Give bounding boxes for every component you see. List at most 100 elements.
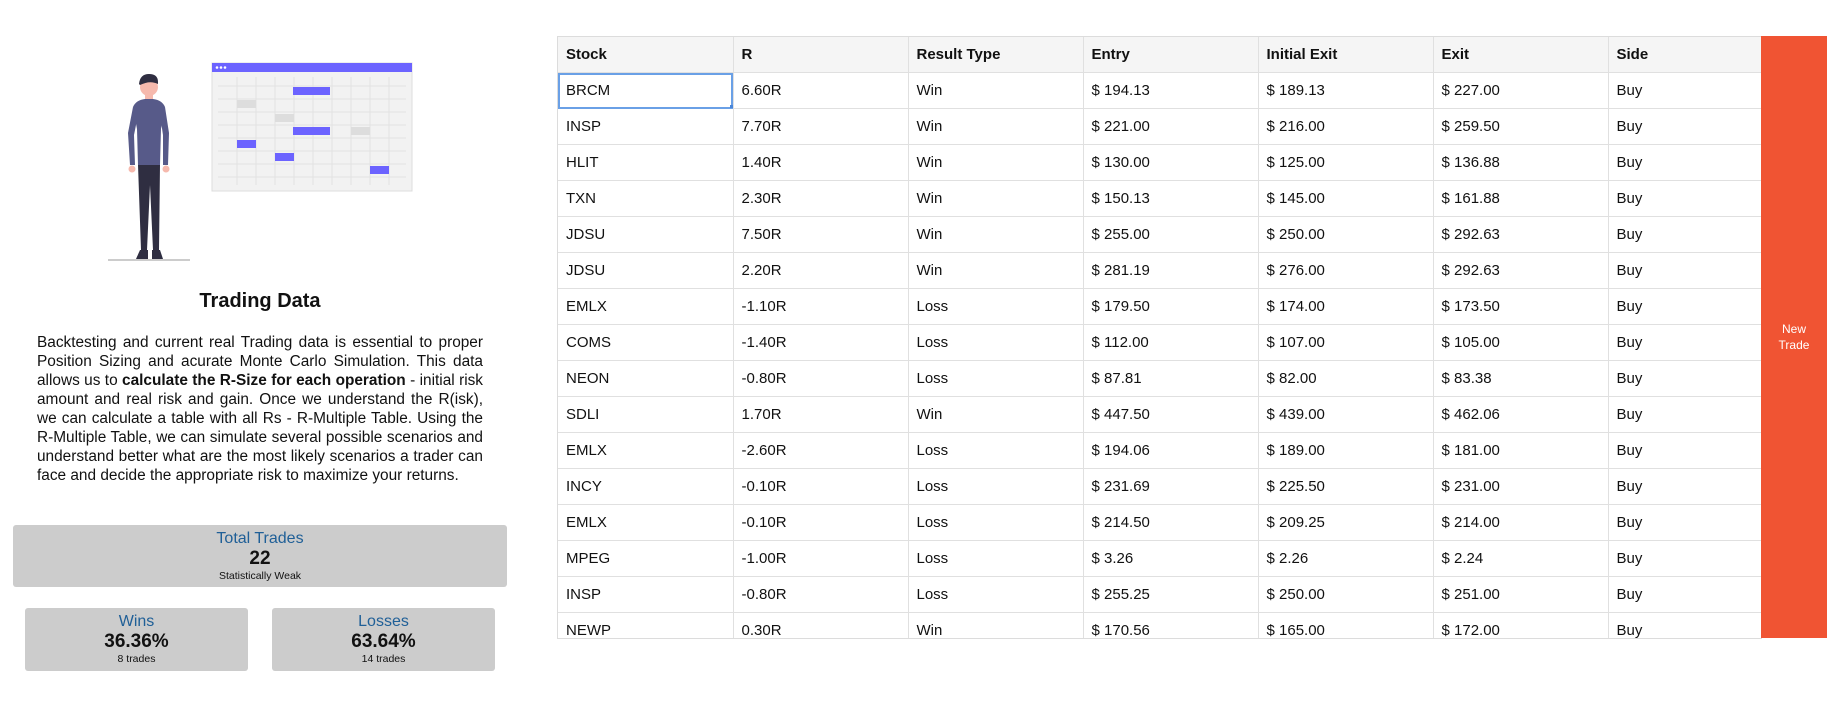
cell-exit[interactable]: $ 292.63 xyxy=(1433,216,1609,253)
cell-exit[interactable]: $ 462.06 xyxy=(1433,396,1609,433)
cell-entry[interactable]: $ 170.56 xyxy=(1083,612,1259,638)
cell-exit[interactable]: $ 227.00 xyxy=(1433,72,1609,109)
table-row[interactable]: MPEG -1.00R Loss $ 3.26 $ 2.26 $ 2.24 Buy xyxy=(558,540,1761,577)
cell-stock[interactable]: NEON xyxy=(558,360,734,397)
cell-exit[interactable]: $ 173.50 xyxy=(1433,288,1609,325)
cell-r[interactable]: 1.70R xyxy=(733,396,909,433)
column-header-result-type[interactable]: Result Type xyxy=(908,37,1084,73)
cell-entry[interactable]: $ 255.25 xyxy=(1083,576,1259,613)
cell-initial-exit[interactable]: $ 250.00 xyxy=(1258,216,1434,253)
cell-r[interactable]: 1.40R xyxy=(733,144,909,181)
cell-r[interactable]: -0.80R xyxy=(733,360,909,397)
cell-initial-exit[interactable]: $ 189.00 xyxy=(1258,432,1434,469)
cell-stock[interactable]: TXN xyxy=(558,180,734,217)
cell-result-type[interactable]: Win xyxy=(908,252,1084,289)
cell-initial-exit[interactable]: $ 145.00 xyxy=(1258,180,1434,217)
cell-result-type[interactable]: Win xyxy=(908,144,1084,181)
column-header-side[interactable]: Side xyxy=(1608,37,1761,73)
cell-result-type[interactable]: Loss xyxy=(908,324,1084,361)
cell-side[interactable]: Buy xyxy=(1608,432,1761,469)
cell-stock[interactable]: EMLX xyxy=(558,432,734,469)
cell-stock[interactable]: MPEG xyxy=(558,540,734,577)
cell-r[interactable]: -0.80R xyxy=(733,576,909,613)
cell-result-type[interactable]: Loss xyxy=(908,432,1084,469)
table-row[interactable]: EMLX -2.60R Loss $ 194.06 $ 189.00 $ 181.00 Bu… xyxy=(558,432,1761,469)
column-header-exit[interactable]: Exit xyxy=(1433,37,1609,73)
cell-stock[interactable]: INSP xyxy=(558,108,734,145)
cell-r[interactable]: 7.50R xyxy=(733,216,909,253)
cell-result-type[interactable]: Loss xyxy=(908,504,1084,541)
cell-exit[interactable]: $ 172.00 xyxy=(1433,612,1609,638)
cell-r[interactable]: 0.30R xyxy=(733,612,909,638)
cell-initial-exit[interactable]: $ 125.00 xyxy=(1258,144,1434,181)
table-row[interactable]: EMLX -1.10R Loss $ 179.50 $ 174.00 $ 173.50 Bu… xyxy=(558,288,1761,325)
cell-stock[interactable]: EMLX xyxy=(558,504,734,541)
table-row[interactable]: SDLI 1.70R Win $ 447.50 $ 439.00 $ 462.06 Buy xyxy=(558,396,1761,433)
cell-result-type[interactable]: Win xyxy=(908,612,1084,638)
cell-stock[interactable]: BRCM xyxy=(558,72,734,109)
cell-side[interactable]: Buy xyxy=(1608,576,1761,613)
cell-exit[interactable]: $ 136.88 xyxy=(1433,144,1609,181)
table-row[interactable]: COMS -1.40R Loss $ 112.00 $ 107.00 $ 105.00 Bu… xyxy=(558,324,1761,361)
table-row[interactable]: JDSU 2.20R Win $ 281.19 $ 276.00 $ 292.63 Buy xyxy=(558,252,1761,289)
cell-side[interactable]: Buy xyxy=(1608,504,1761,541)
column-header-r[interactable]: R xyxy=(733,37,909,73)
table-row[interactable]: NEON -0.80R Loss $ 87.81 $ 82.00 $ 83.38 Buy xyxy=(558,360,1761,397)
table-row[interactable]: INSP -0.80R Loss $ 255.25 $ 250.00 $ 251.00 Bu… xyxy=(558,576,1761,613)
cell-side[interactable]: Buy xyxy=(1608,252,1761,289)
table-row[interactable]: INSP 7.70R Win $ 221.00 $ 216.00 $ 259.50 Buy xyxy=(558,108,1761,145)
cell-stock[interactable]: JDSU xyxy=(558,252,734,289)
cell-initial-exit[interactable]: $ 165.00 xyxy=(1258,612,1434,638)
cell-result-type[interactable]: Win xyxy=(908,108,1084,145)
cell-exit[interactable]: $ 251.00 xyxy=(1433,576,1609,613)
cell-exit[interactable]: $ 105.00 xyxy=(1433,324,1609,361)
cell-result-type[interactable]: Win xyxy=(908,216,1084,253)
cell-result-type[interactable]: Loss xyxy=(908,540,1084,577)
cell-r[interactable]: 2.30R xyxy=(733,180,909,217)
table-row[interactable]: BRCM 6.60R Win $ 194.13 $ 189.13 $ 227.00 Buy xyxy=(558,72,1761,109)
cell-result-type[interactable]: Loss xyxy=(908,576,1084,613)
cell-entry[interactable]: $ 221.00 xyxy=(1083,108,1259,145)
cell-exit[interactable]: $ 292.63 xyxy=(1433,252,1609,289)
cell-stock[interactable]: NEWP xyxy=(558,612,734,638)
cell-initial-exit[interactable]: $ 439.00 xyxy=(1258,396,1434,433)
cell-result-type[interactable]: Win xyxy=(908,72,1084,109)
cell-result-type[interactable]: Loss xyxy=(908,360,1084,397)
cell-stock[interactable]: HLIT xyxy=(558,144,734,181)
cell-stock[interactable]: COMS xyxy=(558,324,734,361)
cell-stock[interactable]: JDSU xyxy=(558,216,734,253)
cell-entry[interactable]: $ 87.81 xyxy=(1083,360,1259,397)
table-row[interactable]: EMLX -0.10R Loss $ 214.50 $ 209.25 $ 214.00 Bu… xyxy=(558,504,1761,541)
cell-exit[interactable]: $ 214.00 xyxy=(1433,504,1609,541)
cell-stock[interactable]: EMLX xyxy=(558,288,734,325)
cell-r[interactable]: 2.20R xyxy=(733,252,909,289)
cell-entry[interactable]: $ 194.13 xyxy=(1083,72,1259,109)
new-trade-button[interactable]: New Trade xyxy=(1761,36,1827,638)
cell-result-type[interactable]: Win xyxy=(908,180,1084,217)
trades-table[interactable]: Stock R Result Type Entry Initial Exit E… xyxy=(557,36,1762,639)
cell-r[interactable]: -0.10R xyxy=(733,504,909,541)
cell-entry[interactable]: $ 231.69 xyxy=(1083,468,1259,505)
cell-r[interactable]: -1.10R xyxy=(733,288,909,325)
cell-initial-exit[interactable]: $ 2.26 xyxy=(1258,540,1434,577)
cell-initial-exit[interactable]: $ 174.00 xyxy=(1258,288,1434,325)
column-header-initial-exit[interactable]: Initial Exit xyxy=(1258,37,1434,73)
cell-entry[interactable]: $ 447.50 xyxy=(1083,396,1259,433)
cell-exit[interactable]: $ 181.00 xyxy=(1433,432,1609,469)
cell-initial-exit[interactable]: $ 82.00 xyxy=(1258,360,1434,397)
cell-result-type[interactable]: Loss xyxy=(908,288,1084,325)
cell-initial-exit[interactable]: $ 209.25 xyxy=(1258,504,1434,541)
column-header-entry[interactable]: Entry xyxy=(1083,37,1259,73)
cell-result-type[interactable]: Win xyxy=(908,396,1084,433)
cell-side[interactable]: Buy xyxy=(1608,540,1761,577)
table-row[interactable]: JDSU 7.50R Win $ 255.00 $ 250.00 $ 292.63 Buy xyxy=(558,216,1761,253)
table-row[interactable]: TXN 2.30R Win $ 150.13 $ 145.00 $ 161.88 Buy xyxy=(558,180,1761,217)
cell-entry[interactable]: $ 194.06 xyxy=(1083,432,1259,469)
cell-side[interactable]: Buy xyxy=(1608,144,1761,181)
cell-side[interactable]: Buy xyxy=(1608,396,1761,433)
cell-side[interactable]: Buy xyxy=(1608,180,1761,217)
cell-r[interactable]: 6.60R xyxy=(733,72,909,109)
cell-side[interactable]: Buy xyxy=(1608,216,1761,253)
cell-r[interactable]: -0.10R xyxy=(733,468,909,505)
cell-initial-exit[interactable]: $ 107.00 xyxy=(1258,324,1434,361)
